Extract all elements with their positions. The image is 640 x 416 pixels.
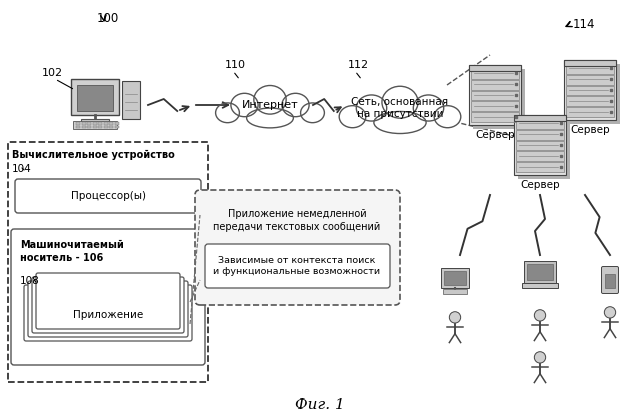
Text: Приложение: Приложение bbox=[73, 310, 143, 320]
FancyBboxPatch shape bbox=[98, 126, 102, 128]
Ellipse shape bbox=[434, 106, 461, 128]
FancyBboxPatch shape bbox=[98, 122, 102, 124]
FancyBboxPatch shape bbox=[93, 122, 97, 124]
FancyBboxPatch shape bbox=[514, 115, 566, 121]
Text: Вычислительное устройство: Вычислительное устройство bbox=[12, 150, 175, 160]
FancyBboxPatch shape bbox=[81, 122, 86, 124]
FancyBboxPatch shape bbox=[471, 112, 519, 122]
Text: Сеть, основанная
на присутствии: Сеть, основанная на присутствии bbox=[351, 97, 449, 119]
FancyBboxPatch shape bbox=[516, 151, 564, 161]
Text: 100: 100 bbox=[97, 12, 119, 25]
Circle shape bbox=[534, 352, 546, 363]
FancyBboxPatch shape bbox=[441, 268, 469, 288]
FancyBboxPatch shape bbox=[471, 80, 519, 89]
Text: Фиг. 1: Фиг. 1 bbox=[295, 398, 345, 412]
FancyBboxPatch shape bbox=[104, 122, 108, 124]
Circle shape bbox=[449, 312, 461, 323]
FancyBboxPatch shape bbox=[514, 115, 566, 175]
Text: Интернет: Интернет bbox=[242, 100, 298, 110]
Text: 114: 114 bbox=[573, 18, 595, 31]
Ellipse shape bbox=[382, 86, 418, 118]
FancyBboxPatch shape bbox=[115, 122, 118, 124]
Text: 110: 110 bbox=[225, 60, 246, 70]
Text: Приложение немедленной
передачи текстовых сообщений: Приложение немедленной передачи текстовы… bbox=[213, 209, 381, 232]
FancyBboxPatch shape bbox=[76, 122, 80, 124]
Ellipse shape bbox=[374, 111, 426, 134]
FancyBboxPatch shape bbox=[32, 277, 184, 333]
FancyBboxPatch shape bbox=[522, 283, 558, 288]
FancyBboxPatch shape bbox=[24, 285, 192, 341]
FancyBboxPatch shape bbox=[527, 264, 553, 280]
FancyBboxPatch shape bbox=[471, 91, 519, 100]
Text: Сервер: Сервер bbox=[520, 180, 560, 190]
Text: 112: 112 bbox=[348, 60, 369, 70]
Text: Зависимые от контекста поиск
и функциональные возможности: Зависимые от контекста поиск и функциона… bbox=[213, 256, 381, 276]
FancyBboxPatch shape bbox=[115, 126, 118, 128]
FancyBboxPatch shape bbox=[76, 126, 80, 128]
FancyBboxPatch shape bbox=[122, 81, 140, 119]
FancyBboxPatch shape bbox=[93, 126, 97, 128]
FancyBboxPatch shape bbox=[11, 229, 205, 365]
FancyBboxPatch shape bbox=[568, 64, 620, 124]
Ellipse shape bbox=[413, 95, 444, 121]
FancyBboxPatch shape bbox=[602, 267, 618, 294]
FancyBboxPatch shape bbox=[566, 107, 614, 117]
FancyBboxPatch shape bbox=[444, 271, 466, 285]
FancyBboxPatch shape bbox=[471, 102, 519, 111]
FancyBboxPatch shape bbox=[104, 126, 108, 128]
FancyBboxPatch shape bbox=[605, 274, 615, 288]
FancyBboxPatch shape bbox=[109, 122, 113, 124]
FancyBboxPatch shape bbox=[87, 126, 91, 128]
Text: Сервер: Сервер bbox=[570, 125, 610, 135]
Ellipse shape bbox=[246, 108, 293, 128]
FancyBboxPatch shape bbox=[564, 60, 616, 66]
FancyBboxPatch shape bbox=[566, 86, 614, 95]
Text: 104: 104 bbox=[12, 164, 32, 174]
Ellipse shape bbox=[254, 86, 286, 114]
Text: 102: 102 bbox=[42, 68, 63, 78]
FancyBboxPatch shape bbox=[516, 141, 564, 151]
Ellipse shape bbox=[339, 106, 366, 128]
FancyBboxPatch shape bbox=[36, 273, 180, 329]
Text: 108: 108 bbox=[20, 276, 40, 286]
FancyBboxPatch shape bbox=[81, 126, 86, 128]
Text: Машиночитаемый
носитель - 106: Машиночитаемый носитель - 106 bbox=[20, 240, 124, 263]
FancyBboxPatch shape bbox=[471, 69, 519, 79]
FancyBboxPatch shape bbox=[469, 65, 521, 71]
Ellipse shape bbox=[356, 95, 387, 121]
FancyBboxPatch shape bbox=[205, 244, 390, 288]
FancyBboxPatch shape bbox=[516, 119, 564, 129]
FancyBboxPatch shape bbox=[566, 75, 614, 84]
Circle shape bbox=[534, 310, 546, 321]
FancyBboxPatch shape bbox=[566, 64, 614, 74]
Ellipse shape bbox=[216, 103, 239, 123]
FancyBboxPatch shape bbox=[15, 179, 201, 213]
FancyBboxPatch shape bbox=[518, 119, 570, 179]
FancyBboxPatch shape bbox=[28, 281, 188, 337]
FancyBboxPatch shape bbox=[87, 122, 91, 124]
FancyBboxPatch shape bbox=[8, 142, 208, 382]
Text: Сервер: Сервер bbox=[475, 130, 515, 140]
FancyBboxPatch shape bbox=[566, 97, 614, 106]
Circle shape bbox=[604, 307, 616, 318]
Text: Процессор(ы): Процессор(ы) bbox=[70, 191, 145, 201]
FancyBboxPatch shape bbox=[77, 85, 113, 111]
FancyBboxPatch shape bbox=[516, 130, 564, 140]
FancyBboxPatch shape bbox=[195, 190, 400, 305]
FancyBboxPatch shape bbox=[81, 119, 109, 123]
FancyBboxPatch shape bbox=[73, 121, 117, 129]
FancyBboxPatch shape bbox=[469, 65, 521, 125]
Ellipse shape bbox=[231, 93, 258, 117]
Ellipse shape bbox=[301, 103, 324, 123]
FancyBboxPatch shape bbox=[473, 69, 525, 129]
FancyBboxPatch shape bbox=[564, 60, 616, 120]
FancyBboxPatch shape bbox=[71, 79, 119, 115]
Ellipse shape bbox=[282, 93, 309, 117]
FancyBboxPatch shape bbox=[443, 289, 467, 294]
FancyBboxPatch shape bbox=[524, 261, 556, 283]
FancyBboxPatch shape bbox=[109, 126, 113, 128]
FancyBboxPatch shape bbox=[516, 162, 564, 172]
